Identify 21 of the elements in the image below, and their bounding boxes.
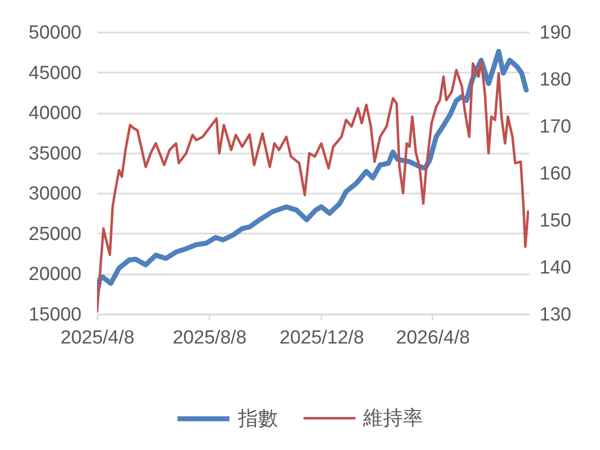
- x-tick-label: 2025/4/8: [60, 328, 134, 348]
- y-tick-label: 45000: [28, 62, 82, 84]
- y-tick-label: 30000: [28, 184, 82, 205]
- y2-tick-label: 140: [540, 258, 572, 278]
- x-tick-label: 2025/12/8: [280, 328, 364, 348]
- y-tick-label: 35000: [28, 143, 82, 164]
- y2-tick-label: 150: [540, 210, 572, 232]
- legend-label: 指數: [237, 408, 278, 430]
- y2-tick-label: 130: [540, 304, 572, 326]
- y-tick-label: 25000: [28, 224, 82, 245]
- y2-tick-label: 190: [540, 22, 572, 44]
- y-tick-label: 20000: [28, 264, 82, 286]
- y-tick-label: 15000: [28, 304, 82, 326]
- y2-tick-label: 170: [540, 116, 572, 138]
- y2-tick-label: 160: [540, 164, 572, 184]
- y-tick-label: 50000: [28, 22, 82, 44]
- legend-label: 維持率: [362, 407, 423, 430]
- y-tick-label: 40000: [28, 103, 82, 124]
- y2-tick-label: 180: [540, 70, 572, 90]
- x-tick-label: 2026/4/8: [396, 328, 470, 348]
- x-tick-label: 2025/8/8: [172, 328, 247, 348]
